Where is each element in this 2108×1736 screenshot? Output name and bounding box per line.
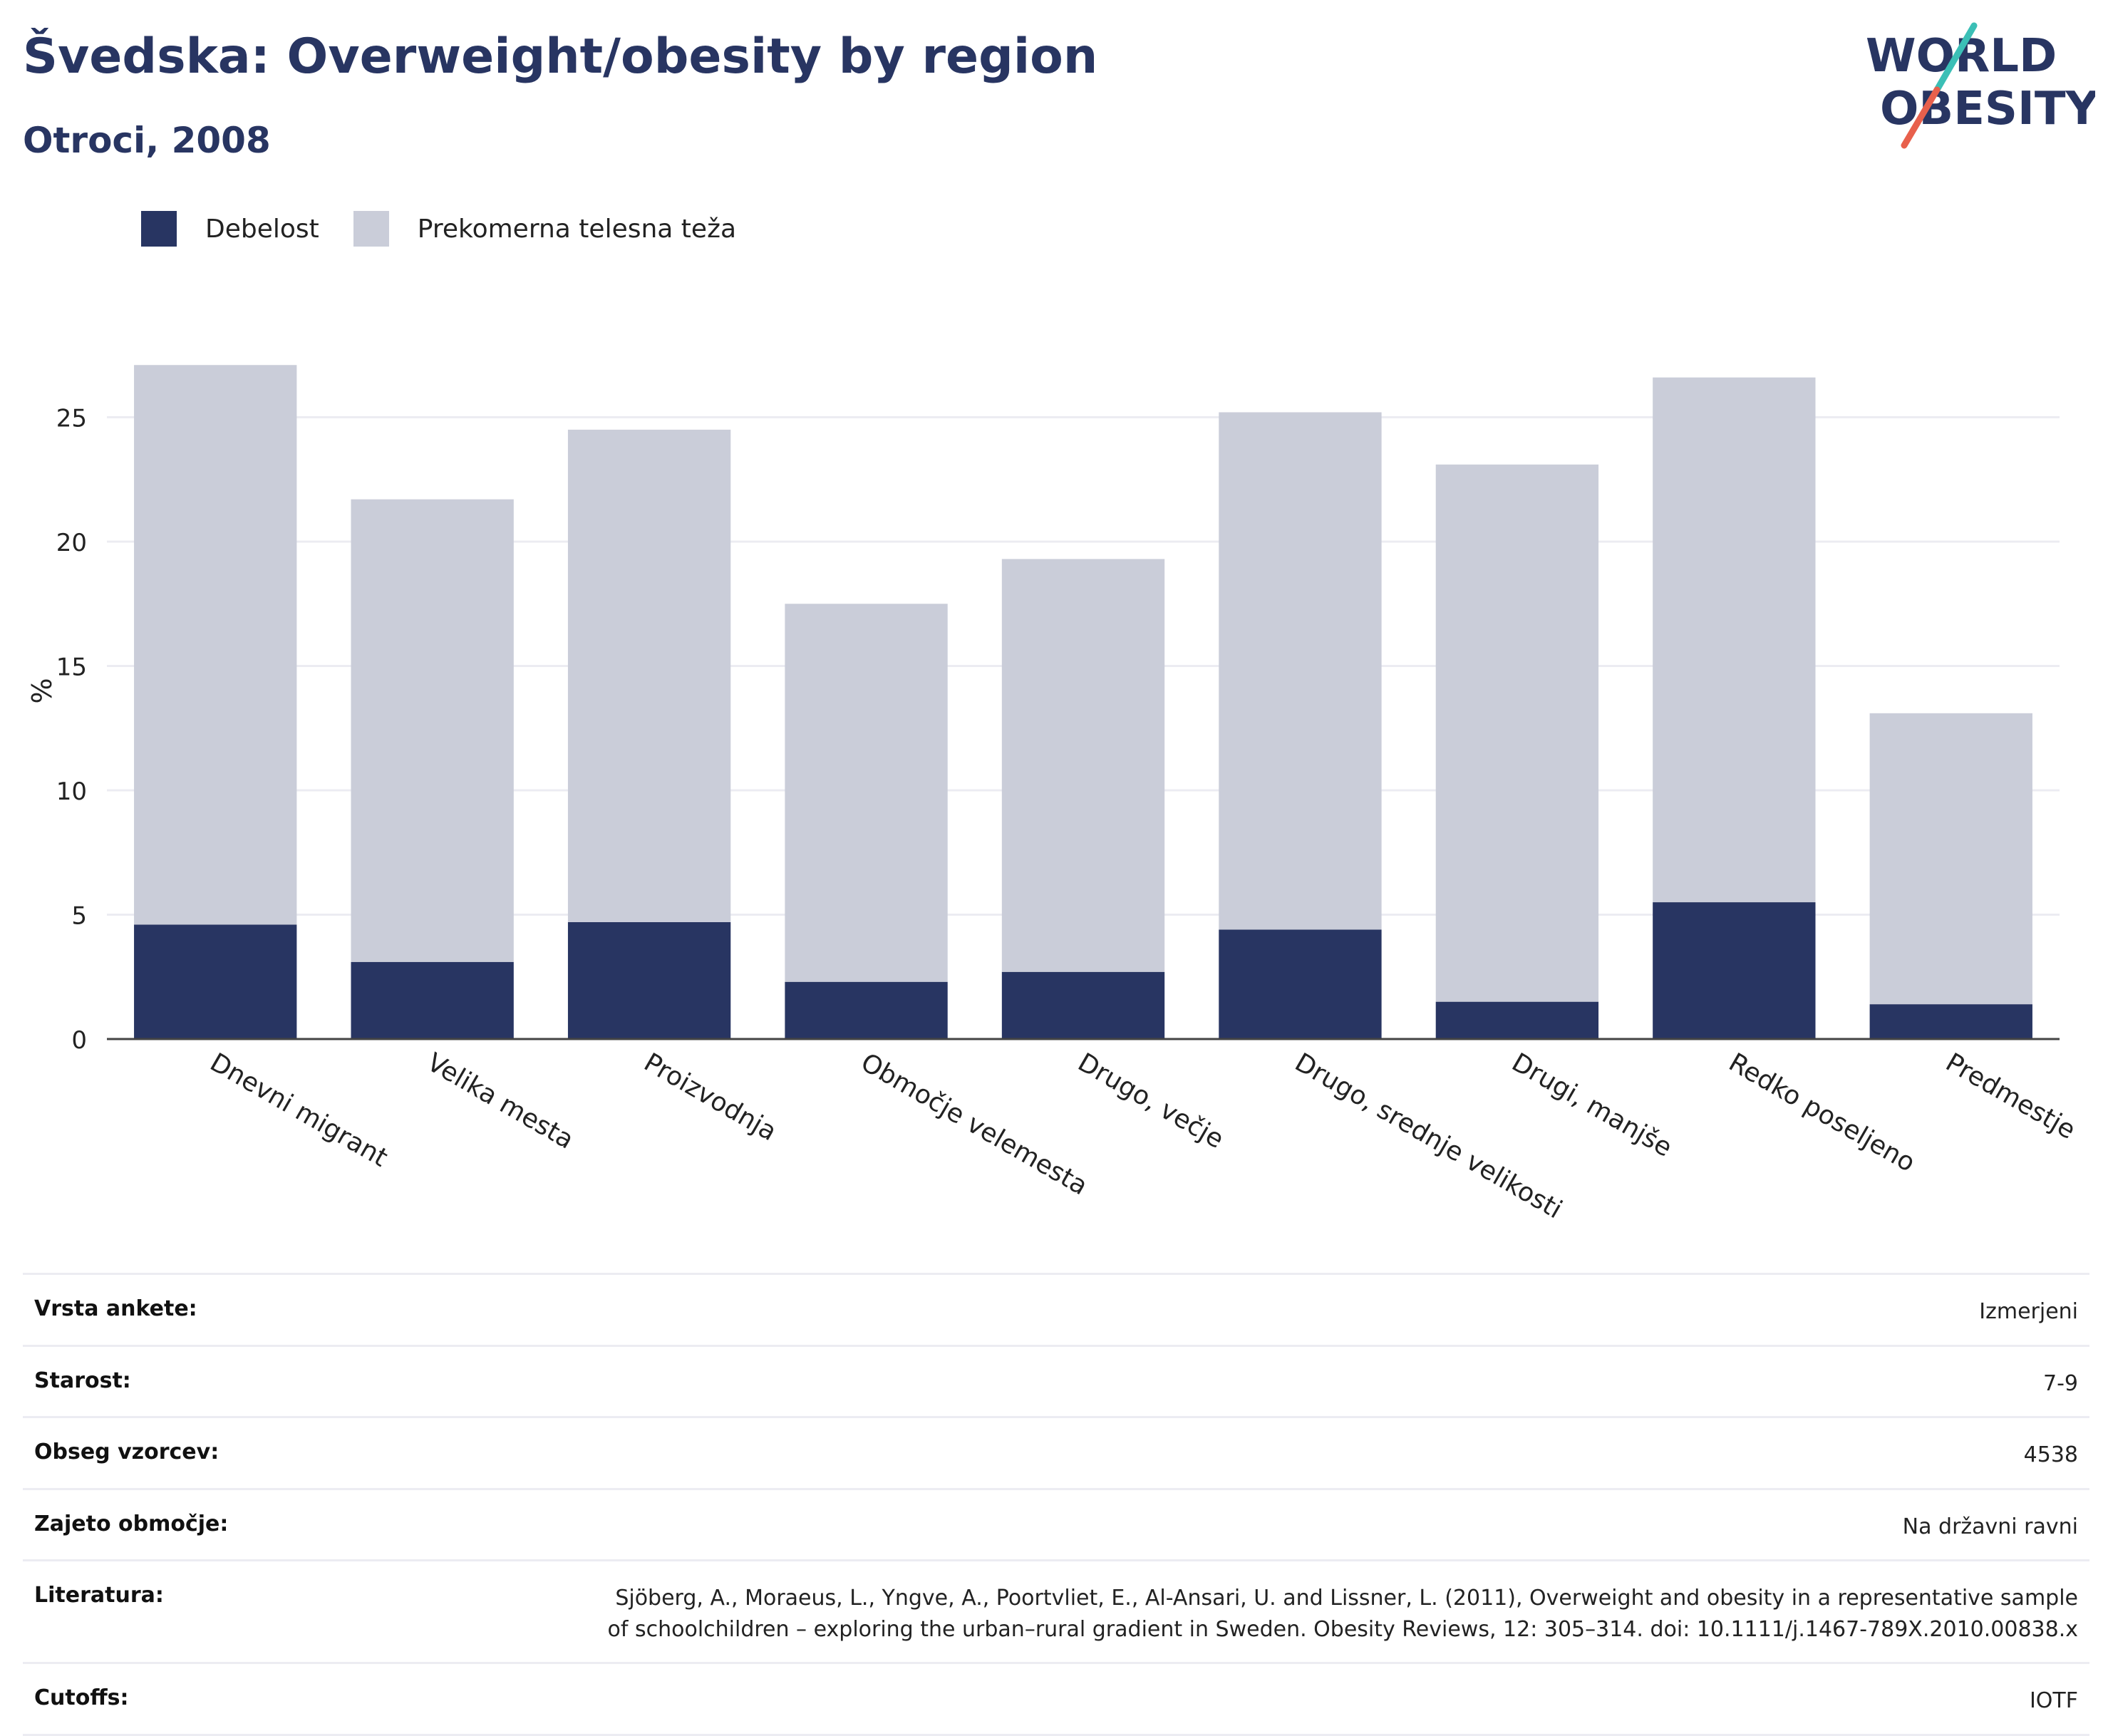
info-value: 7-9 (2043, 1370, 2078, 1396)
x-tick-label-4: Drugo, večje (1073, 1048, 1229, 1154)
y-tick-label-15: 15 (56, 653, 87, 682)
x-tick-label-3: Območje velemesta (856, 1048, 1092, 1201)
bar-prekomerna-5 (1219, 412, 1382, 930)
info-table: Vrsta ankete: Izmerjeni Starost: 7-9 Obseg v… (23, 1273, 2089, 1736)
info-label: Zajeto območje: (34, 1511, 229, 1536)
x-tick-label-0: Dnevni migrant (205, 1048, 393, 1172)
legend-item-prekomerna: Prekomerna telesna teža (353, 211, 736, 247)
info-value: Sjöberg, A., Moraeus, L., Yngve, A., Poo… (607, 1586, 2078, 1642)
bar-prekomerna-3 (785, 604, 948, 982)
info-row: Literatura: Sjöberg, A., Moraeus, L., Yng… (23, 1559, 2089, 1662)
bar-debelost-3 (785, 981, 948, 1039)
info-value: IOTF (2029, 1688, 2078, 1713)
info-value: Na državni ravni (1902, 1514, 2078, 1539)
info-label: Starost: (34, 1368, 131, 1393)
bar-debelost-2 (567, 921, 731, 1039)
bar-prekomerna-8 (1869, 713, 2032, 1005)
bar-debelost-7 (1653, 902, 1816, 1039)
svg-text:WORLD: WORLD (1866, 30, 2057, 83)
info-row: Zajeto območje: Na državni ravni (23, 1487, 2089, 1560)
world-obesity-logo: WORLD OBESITY (1866, 22, 2095, 149)
y-tick-label-25: 25 (56, 405, 87, 433)
info-label: Obseg vzorcev: (34, 1440, 219, 1464)
legend-swatch-debelost (141, 211, 177, 247)
info-value: Izmerjeni (1979, 1299, 2078, 1324)
bar-prekomerna-4 (1001, 559, 1165, 972)
legend-label-prekomerna: Prekomerna telesna teža (417, 214, 737, 244)
info-label: Literatura: (34, 1583, 164, 1608)
legend-label-debelost: Debelost (205, 214, 319, 244)
bar-debelost-5 (1219, 929, 1382, 1039)
page-subtitle: Otroci, 2008 (23, 120, 271, 161)
bar-prekomerna-2 (567, 429, 731, 922)
y-tick-label-20: 20 (56, 529, 87, 557)
info-label: Vrsta ankete: (34, 1296, 197, 1321)
bar-prekomerna-0 (134, 365, 297, 925)
bar-prekomerna-1 (351, 499, 514, 962)
x-tick-label-2: Proizvodnja (639, 1048, 782, 1147)
y-tick-label-10: 10 (56, 777, 87, 806)
page-title: Švedska: Overweight/obesity by region (23, 29, 1098, 85)
bar-debelost-6 (1435, 1001, 1599, 1039)
x-tick-label-1: Velika mesta (422, 1048, 579, 1154)
info-row: Obseg vzorcev: 4538 (23, 1416, 2089, 1488)
bar-debelost-8 (1869, 1004, 2032, 1039)
x-tick-label-8: Predmestje (1941, 1048, 2080, 1145)
y-axis-title: % (26, 678, 58, 703)
info-row: Starost: 7-9 (23, 1344, 2089, 1417)
bar-prekomerna-6 (1435, 464, 1599, 1002)
x-tick-label-6: Drugi, manjše (1507, 1048, 1677, 1162)
info-value: 4538 (2023, 1442, 2078, 1467)
info-row: Vrsta ankete: Izmerjeni (23, 1273, 2089, 1345)
bar-prekomerna-7 (1653, 377, 1816, 903)
info-label: Cutoffs: (34, 1685, 129, 1710)
x-tick-label-7: Redko poseljeno (1724, 1048, 1920, 1178)
bar-debelost-0 (134, 924, 297, 1039)
bar-debelost-4 (1001, 971, 1165, 1039)
legend-swatch-prekomerna (353, 211, 389, 247)
bar-chart: 0 5 10 15 20 25% Dnevni migrant Velika mesta Pro… (26, 365, 2080, 1224)
legend-item-debelost: Debelost (141, 211, 319, 247)
bar-debelost-1 (351, 961, 514, 1039)
y-tick-label-5: 5 (71, 902, 87, 931)
info-row: Cutoffs: IOTF (23, 1662, 2089, 1736)
y-tick-label-0: 0 (71, 1026, 87, 1055)
chart-legend: Debelost Prekomerna telesna teža (141, 211, 770, 247)
